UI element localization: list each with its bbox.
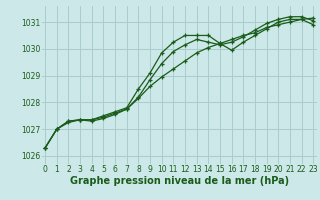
X-axis label: Graphe pression niveau de la mer (hPa): Graphe pression niveau de la mer (hPa) <box>70 176 289 186</box>
